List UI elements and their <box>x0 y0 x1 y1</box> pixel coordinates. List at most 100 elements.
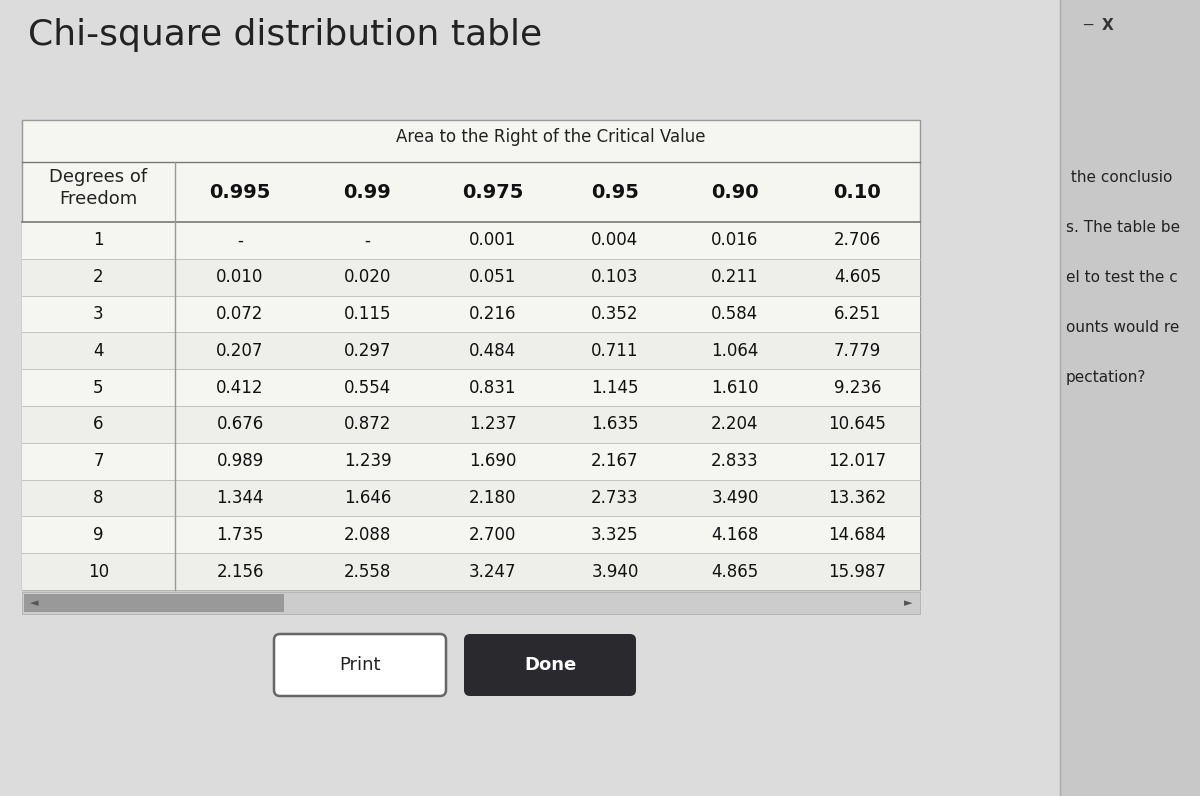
Text: 8: 8 <box>94 489 103 507</box>
Text: 4.865: 4.865 <box>712 563 758 580</box>
Text: 6: 6 <box>94 416 103 433</box>
Text: 0.072: 0.072 <box>216 305 264 323</box>
Bar <box>22 120 920 590</box>
Text: 4.168: 4.168 <box>712 526 758 544</box>
Text: the conclusio: the conclusio <box>1066 170 1172 185</box>
FancyBboxPatch shape <box>464 634 636 696</box>
Text: 1: 1 <box>94 232 104 249</box>
Text: 1.690: 1.690 <box>469 452 516 470</box>
Text: ─: ─ <box>1084 18 1092 33</box>
Text: 2.156: 2.156 <box>216 563 264 580</box>
Text: 9.236: 9.236 <box>834 379 881 396</box>
Text: 2.088: 2.088 <box>344 526 391 544</box>
Bar <box>22 333 920 369</box>
Text: 0.016: 0.016 <box>712 232 758 249</box>
Text: 4.605: 4.605 <box>834 268 881 287</box>
Text: 0.216: 0.216 <box>469 305 516 323</box>
Text: 1.735: 1.735 <box>216 526 264 544</box>
Text: 0.872: 0.872 <box>344 416 391 433</box>
Text: 3.325: 3.325 <box>592 526 638 544</box>
Text: 0.10: 0.10 <box>834 182 881 201</box>
Text: 7: 7 <box>94 452 103 470</box>
Text: ounts would re: ounts would re <box>1066 320 1180 335</box>
Text: 0.412: 0.412 <box>216 379 264 396</box>
Text: 1.344: 1.344 <box>216 489 264 507</box>
Text: 0.989: 0.989 <box>216 452 264 470</box>
Text: X: X <box>1102 18 1114 33</box>
Text: 0.001: 0.001 <box>469 232 516 249</box>
Text: 0.051: 0.051 <box>469 268 516 287</box>
Text: 3: 3 <box>94 305 104 323</box>
Text: 2.733: 2.733 <box>592 489 638 507</box>
Text: 0.297: 0.297 <box>344 341 391 360</box>
Text: 0.975: 0.975 <box>462 182 523 201</box>
Text: 0.010: 0.010 <box>216 268 264 287</box>
Bar <box>22 592 920 614</box>
Text: 0.484: 0.484 <box>469 341 516 360</box>
Text: 2.700: 2.700 <box>469 526 516 544</box>
Text: 3.247: 3.247 <box>469 563 516 580</box>
Bar <box>22 443 920 480</box>
Text: 2.180: 2.180 <box>469 489 516 507</box>
Text: 1.145: 1.145 <box>592 379 638 396</box>
Text: 0.711: 0.711 <box>592 341 638 360</box>
Text: 7.779: 7.779 <box>834 341 881 360</box>
Bar <box>22 480 920 517</box>
Text: 2.204: 2.204 <box>712 416 758 433</box>
Text: 5: 5 <box>94 379 103 396</box>
Text: 10: 10 <box>88 563 109 580</box>
Text: 1.064: 1.064 <box>712 341 758 360</box>
Text: 0.352: 0.352 <box>592 305 638 323</box>
Text: 0.995: 0.995 <box>209 182 271 201</box>
Text: 13.362: 13.362 <box>828 489 887 507</box>
Text: pectation?: pectation? <box>1066 370 1146 385</box>
Text: 15.987: 15.987 <box>828 563 887 580</box>
Bar <box>22 553 920 590</box>
Text: 0.211: 0.211 <box>712 268 758 287</box>
Text: 12.017: 12.017 <box>828 452 887 470</box>
Bar <box>22 406 920 443</box>
Text: 1.239: 1.239 <box>343 452 391 470</box>
Text: 0.99: 0.99 <box>343 182 391 201</box>
Text: 0.020: 0.020 <box>344 268 391 287</box>
Text: 0.115: 0.115 <box>343 305 391 323</box>
Text: 1.646: 1.646 <box>344 489 391 507</box>
Text: 0.103: 0.103 <box>592 268 638 287</box>
Text: 0.207: 0.207 <box>216 341 264 360</box>
Text: 2: 2 <box>94 268 104 287</box>
Text: 2.833: 2.833 <box>712 452 758 470</box>
Bar <box>22 517 920 553</box>
Text: 14.684: 14.684 <box>828 526 887 544</box>
Text: 4: 4 <box>94 341 103 360</box>
Bar <box>22 259 920 295</box>
Text: 3.490: 3.490 <box>712 489 758 507</box>
Bar <box>22 369 920 406</box>
Text: 0.831: 0.831 <box>469 379 516 396</box>
Text: ◄: ◄ <box>30 598 38 608</box>
Text: -: - <box>238 232 242 249</box>
Text: 0.004: 0.004 <box>592 232 638 249</box>
Text: 0.676: 0.676 <box>216 416 264 433</box>
Text: 9: 9 <box>94 526 103 544</box>
Text: 10.645: 10.645 <box>828 416 887 433</box>
Text: Print: Print <box>340 656 380 674</box>
Text: 1.610: 1.610 <box>712 379 758 396</box>
Text: 3.940: 3.940 <box>592 563 638 580</box>
Text: -: - <box>365 232 371 249</box>
Text: 6.251: 6.251 <box>834 305 881 323</box>
Text: 0.554: 0.554 <box>344 379 391 396</box>
Text: ►: ► <box>904 598 912 608</box>
Bar <box>1060 0 1200 796</box>
Text: 2.167: 2.167 <box>592 452 638 470</box>
Text: 2.558: 2.558 <box>344 563 391 580</box>
Text: 1.237: 1.237 <box>469 416 516 433</box>
Text: 0.95: 0.95 <box>592 182 638 201</box>
Text: Done: Done <box>524 656 576 674</box>
Text: Degrees of
Freedom: Degrees of Freedom <box>49 168 148 209</box>
Text: el to test the c: el to test the c <box>1066 270 1177 285</box>
Text: 2.706: 2.706 <box>834 232 881 249</box>
Text: 0.90: 0.90 <box>712 182 758 201</box>
Text: 1.635: 1.635 <box>592 416 638 433</box>
Bar <box>22 295 920 333</box>
Text: Chi-square distribution table: Chi-square distribution table <box>28 18 542 52</box>
